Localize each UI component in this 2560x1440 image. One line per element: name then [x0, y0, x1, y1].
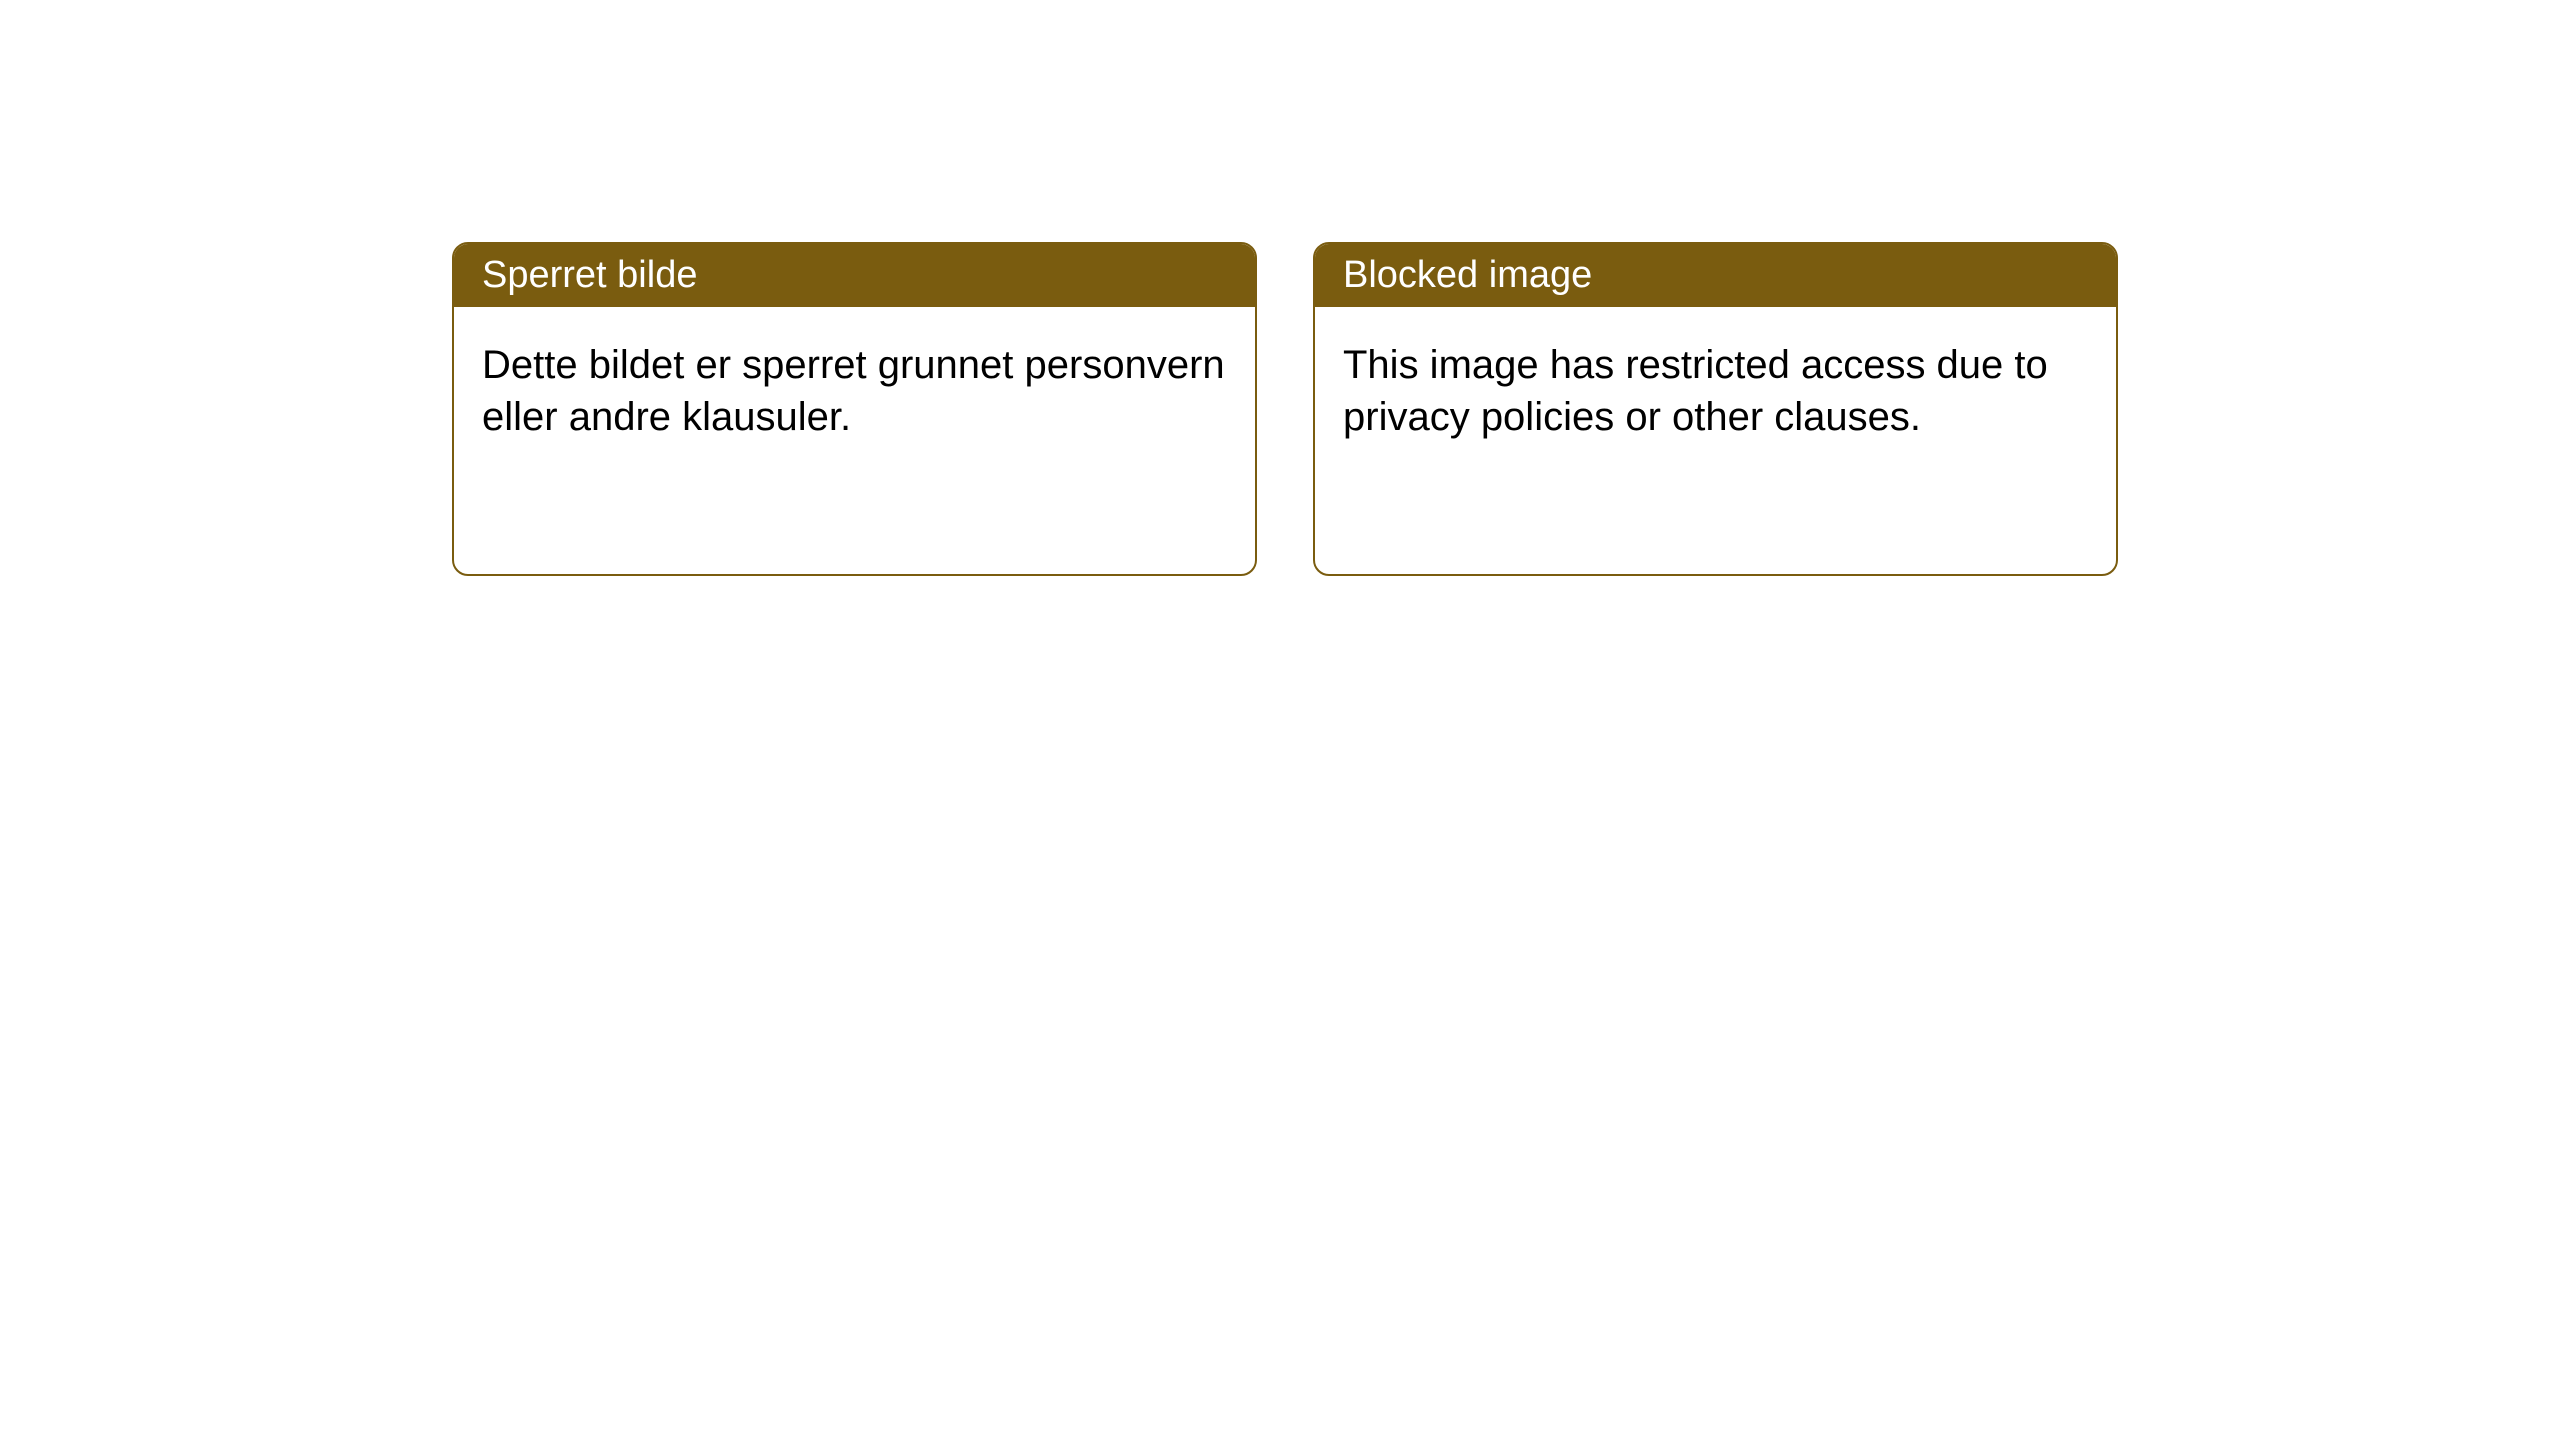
notice-title: Blocked image	[1315, 244, 2116, 307]
notice-body: This image has restricted access due to …	[1315, 307, 2116, 475]
notice-card-english: Blocked image This image has restricted …	[1313, 242, 2118, 576]
notice-body: Dette bildet er sperret grunnet personve…	[454, 307, 1255, 475]
notice-card-norwegian: Sperret bilde Dette bildet er sperret gr…	[452, 242, 1257, 576]
notice-container: Sperret bilde Dette bildet er sperret gr…	[452, 242, 2118, 576]
notice-title: Sperret bilde	[454, 244, 1255, 307]
